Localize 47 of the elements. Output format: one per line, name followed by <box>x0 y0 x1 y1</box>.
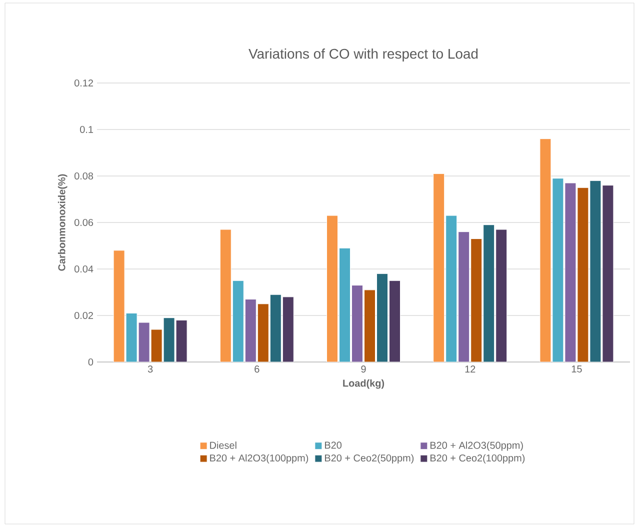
bar <box>470 238 482 362</box>
y-tick-label: 0.06 <box>74 218 94 226</box>
legend-label: B20 + Al2O3(50ppm) <box>430 442 523 451</box>
bar <box>163 318 175 362</box>
y-tick-label: 0.1 <box>80 126 93 134</box>
y-tick-label: 0.04 <box>74 265 94 273</box>
bar <box>326 215 338 362</box>
bar <box>564 182 576 362</box>
bar <box>590 180 602 362</box>
legend-label: Diesel <box>210 442 236 449</box>
x-tick-label: 3 <box>148 366 153 373</box>
y-tick-label: 0.08 <box>74 172 94 180</box>
bar <box>483 224 495 362</box>
bar <box>352 285 364 362</box>
bar <box>433 173 445 362</box>
x-tick-label: 15 <box>572 366 582 372</box>
bar <box>244 298 256 362</box>
bar <box>232 280 244 362</box>
legend-label: B20 + Al2O3(100ppm) <box>210 454 308 464</box>
x-tick-label: 9 <box>361 366 366 373</box>
legend-label: B20 <box>325 442 342 449</box>
bar <box>496 229 508 362</box>
bar <box>552 178 564 362</box>
bar <box>446 215 458 362</box>
bar <box>270 294 282 362</box>
bar <box>113 250 125 362</box>
y-tick-label: 0.02 <box>74 312 93 320</box>
bar <box>389 280 401 362</box>
bar <box>339 248 350 362</box>
x-tick-label: 6 <box>254 366 260 373</box>
y-tick-label: 0 <box>88 358 94 366</box>
chart-title: Variations of CO with respect to Load <box>248 48 478 62</box>
bar <box>577 187 589 362</box>
bar <box>458 232 470 362</box>
bar <box>220 229 232 362</box>
bar <box>364 290 376 362</box>
bar <box>282 296 294 362</box>
x-axis-title: Load(kg) <box>343 379 384 389</box>
bar <box>376 273 388 362</box>
bar <box>540 138 552 362</box>
legend-label: B20 + Ceo2(100ppm) <box>430 454 525 464</box>
legend-label: B20 + Ceo2(50ppm) <box>325 454 414 464</box>
y-tick-label: 0.12 <box>74 79 93 87</box>
x-tick-label: 12 <box>465 366 476 372</box>
bar <box>602 185 614 362</box>
bar <box>257 304 269 362</box>
y-axis-title: Carbonmonoxide(%) <box>58 174 68 271</box>
